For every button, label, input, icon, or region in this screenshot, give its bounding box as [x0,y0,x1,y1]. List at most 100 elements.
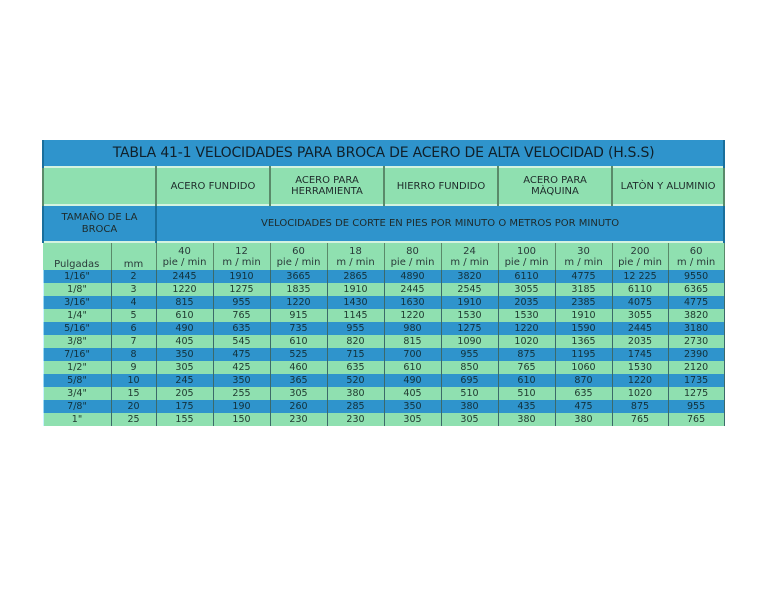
cell-speed: 6110 [611,283,669,296]
cell-speed: 1530 [440,309,499,322]
cell-mm: 4 [110,296,157,309]
cell-speed: 305 [269,387,328,400]
cell-speed: 955 [440,348,499,361]
cell-speed: 1145 [326,309,385,322]
material-row: ACERO FUNDIDO ACERO PARA HERRAMIENTA HIE… [42,166,726,205]
cell-speed: 765 [212,309,271,322]
cell-pulgadas: 1/8" [42,283,112,296]
cell-speed: 425 [212,361,271,374]
cell-speed: 2035 [497,296,556,309]
material-blank-cell [42,166,157,205]
cell-speed: 365 [269,374,328,387]
speed-header: 40 pie / min [156,241,214,270]
cell-speed: 350 [383,400,442,413]
speed-header: 80 pie / min [384,241,442,270]
table-row: 1/2" 9 305 425 460 635 610 850 765 1060 1530 2120 [42,361,725,374]
cell-speed: 2120 [667,361,725,374]
speed-header: 18 m / min [327,241,385,270]
cell-speed: 1220 [383,309,442,322]
cell-speed: 12 225 [611,270,669,283]
speed-header: 100 pie / min [498,241,556,270]
cell-speed: 190 [212,400,271,413]
cell-pulgadas: 7/8" [42,400,112,413]
cell-speed: 1835 [269,283,328,296]
cell-speed: 875 [611,400,669,413]
cell-speed: 205 [155,387,214,400]
speed-header: 200 pie / min [612,241,669,270]
cell-speed: 1630 [383,296,442,309]
table-row: 1/8" 3 1220 1275 1835 1910 2445 2545 3055 3185 611… [42,283,725,296]
speed-value: 18 [349,245,362,257]
cell-speed: 3820 [667,309,725,322]
cell-speed: 1590 [554,322,613,335]
cell-speed: 380 [554,413,613,426]
speed-value: 80 [406,245,419,257]
material-acero-herramienta: ACERO PARA HERRAMIENTA [270,166,385,205]
cell-speed: 735 [269,322,328,335]
pulgadas-header: Pulgadas [43,241,112,270]
speed-unit: pie / min [618,256,662,268]
cell-speed: 2865 [326,270,385,283]
cell-speed: 765 [497,361,556,374]
cell-speed: 510 [440,387,499,400]
cell-speed: 230 [326,413,385,426]
speed-value: 24 [463,245,476,257]
speed-unit: m / min [564,256,603,268]
cell-speed: 1365 [554,335,613,348]
cell-speed: 980 [383,322,442,335]
speed-value: 100 [516,245,537,257]
speed-value: 60 [689,245,703,257]
cell-mm: 3 [110,283,157,296]
cell-speed: 490 [383,374,442,387]
speed-unit: m / min [676,256,716,268]
cell-speed: 380 [497,413,556,426]
speed-unit: pie / min [390,256,435,268]
cell-speed: 260 [269,400,328,413]
cutting-speeds-label: VELOCIDADES DE CORTE EN PIES POR MINUTO … [156,204,726,242]
table-row: 7/8" 20 175 190 260 285 350 380 435 475 875 955 [42,400,725,413]
table-row: 3/4" 15 205 255 305 380 405 510 510 635 1020 1275 [42,387,725,400]
cell-speed: 955 [326,322,385,335]
cell-speed: 1735 [667,374,725,387]
speed-value: 12 [235,245,248,257]
cell-speed: 2445 [611,322,669,335]
cell-speed: 955 [212,296,271,309]
cell-pulgadas: 3/4" [42,387,112,400]
table-row: 7/16" 8 350 475 525 715 700 955 875 1195 1745 2390 [42,348,725,361]
cell-speed: 1275 [212,283,271,296]
unit-header-row: Pulgadas mm 40 pie / min 12 m / min 60 pie … [43,241,725,270]
cell-speed: 4775 [554,270,613,283]
cell-speed: 1220 [269,296,328,309]
cell-speed: 3055 [497,283,556,296]
cell-speed: 635 [326,361,385,374]
cell-speed: 150 [212,413,271,426]
cell-speed: 2035 [611,335,669,348]
cell-speed: 815 [155,296,214,309]
cell-speed: 520 [326,374,385,387]
cell-speed: 460 [269,361,328,374]
table-title: TABLA 41-1 VELOCIDADES PARA BROCA DE ACE… [41,140,726,167]
mm-header: mm [111,241,157,270]
cell-speed: 2390 [667,348,725,361]
cell-speed: 1430 [326,296,385,309]
cell-mm: 20 [110,400,157,413]
speed-unit: pie / min [276,256,321,268]
cell-speed: 1195 [554,348,613,361]
cell-speed: 4075 [611,296,669,309]
cell-speed: 715 [326,348,385,361]
cell-speed: 305 [383,413,442,426]
cell-speed: 1060 [554,361,613,374]
cell-speed: 305 [440,413,499,426]
cell-pulgadas: 1" [42,413,112,426]
cell-speed: 435 [497,400,556,413]
cell-speed: 175 [155,400,214,413]
cell-speed: 955 [667,400,725,413]
cell-speed: 915 [269,309,328,322]
cell-speed: 815 [383,335,442,348]
cell-pulgadas: 3/16" [42,296,112,309]
cell-speed: 525 [269,348,328,361]
cell-mm: 15 [110,387,157,400]
drill-size-label: TAMAÑO DE LA BROCA [42,204,157,242]
speed-value: 30 [577,245,590,257]
speed-value: 40 [178,245,191,257]
